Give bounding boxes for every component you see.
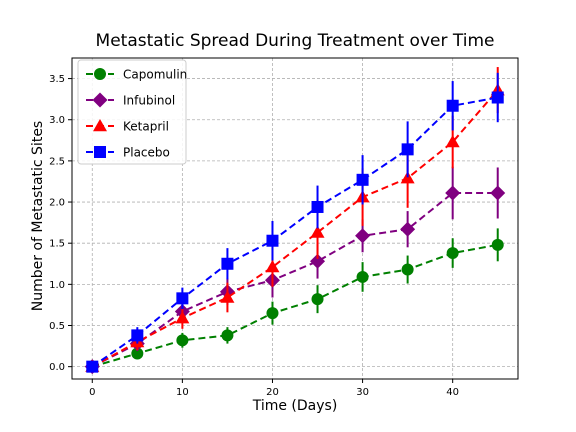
legend-marker-ketapril: [93, 119, 107, 132]
capomulin-point: [491, 238, 504, 251]
legend-label-placebo: Placebo: [123, 146, 170, 160]
x-tick-label: 10: [176, 387, 189, 398]
capomulin-point: [176, 334, 189, 347]
x-tick-label: 20: [266, 387, 279, 398]
placebo-point: [491, 91, 504, 104]
legend: Capomulin Infubinol Ketapril Placebo: [77, 59, 187, 165]
ketapril-line: [91, 89, 499, 368]
infubinol-point: [490, 185, 506, 201]
infubinol-line: [91, 191, 498, 368]
placebo-point: [401, 143, 414, 156]
infubinol-point: [445, 185, 461, 201]
capomulin-point: [221, 329, 234, 342]
infubinol-point: [400, 221, 416, 237]
y-tick-label: 1.0: [49, 280, 65, 291]
x-tick-label: 0: [89, 387, 95, 398]
x-tick-label: 40: [446, 387, 459, 398]
x-axis-label: Time (Days): [252, 398, 338, 414]
y-tick-label: 0.0: [49, 362, 65, 373]
capomulin-point: [131, 347, 144, 360]
legend-frame: [77, 59, 187, 165]
y-tick-label: 1.5: [49, 239, 65, 250]
infubinol-point: [310, 253, 326, 269]
placebo-point: [266, 234, 279, 247]
placebo-point: [131, 329, 144, 342]
placebo-point: [176, 292, 189, 305]
series-placebo: [86, 72, 504, 373]
y-axis-label: Number of Metastatic Sites: [30, 121, 46, 311]
capomulin-point: [401, 263, 414, 276]
plot-frame: [71, 57, 519, 380]
x-tick-label: 30: [356, 387, 369, 398]
placebo-point: [311, 200, 324, 213]
legend-marker-infubinol: [92, 92, 108, 108]
ketapril-point: [175, 311, 190, 324]
capomulin-point: [311, 293, 324, 306]
tick-layer: 0 10 20 30 40 0.0 0.5 1.0 1.5 2.0 2.5 3.0 3.5: [49, 74, 459, 398]
y-tick-label: 0.5: [49, 321, 65, 332]
y-tick-label: 2.5: [49, 156, 65, 167]
legend-label-capomulin: Capomulin: [123, 68, 187, 82]
capomulin-point: [356, 270, 369, 283]
legend-label-ketapril: Ketapril: [123, 120, 169, 134]
infubinol-point: [355, 228, 371, 244]
legend-label-infubinol: Infubinol: [123, 94, 175, 108]
placebo-point: [356, 173, 369, 186]
placebo-line: [91, 96, 498, 368]
capomulin-line: [91, 243, 498, 368]
capomulin-point: [446, 247, 459, 260]
series-infubinol: [84, 166, 506, 375]
legend-marker-capomulin: [94, 68, 106, 80]
series-layer: [84, 67, 506, 375]
ketapril-point: [445, 134, 460, 148]
legend-marker-placebo: [94, 146, 106, 158]
series-capomulin: [86, 228, 504, 373]
y-tick-label: 2.0: [49, 198, 65, 209]
ketapril-point: [310, 225, 325, 238]
capomulin-point: [266, 307, 279, 320]
placebo-point: [86, 360, 99, 373]
placebo-point: [446, 99, 459, 112]
y-tick-label: 3.5: [49, 74, 65, 85]
ketapril-point: [220, 290, 235, 303]
ketapril-point: [265, 260, 280, 273]
y-tick-label: 3.0: [49, 115, 65, 126]
chart-title: Metastatic Spread During Treatment over …: [96, 31, 495, 51]
placebo-point: [221, 257, 234, 270]
